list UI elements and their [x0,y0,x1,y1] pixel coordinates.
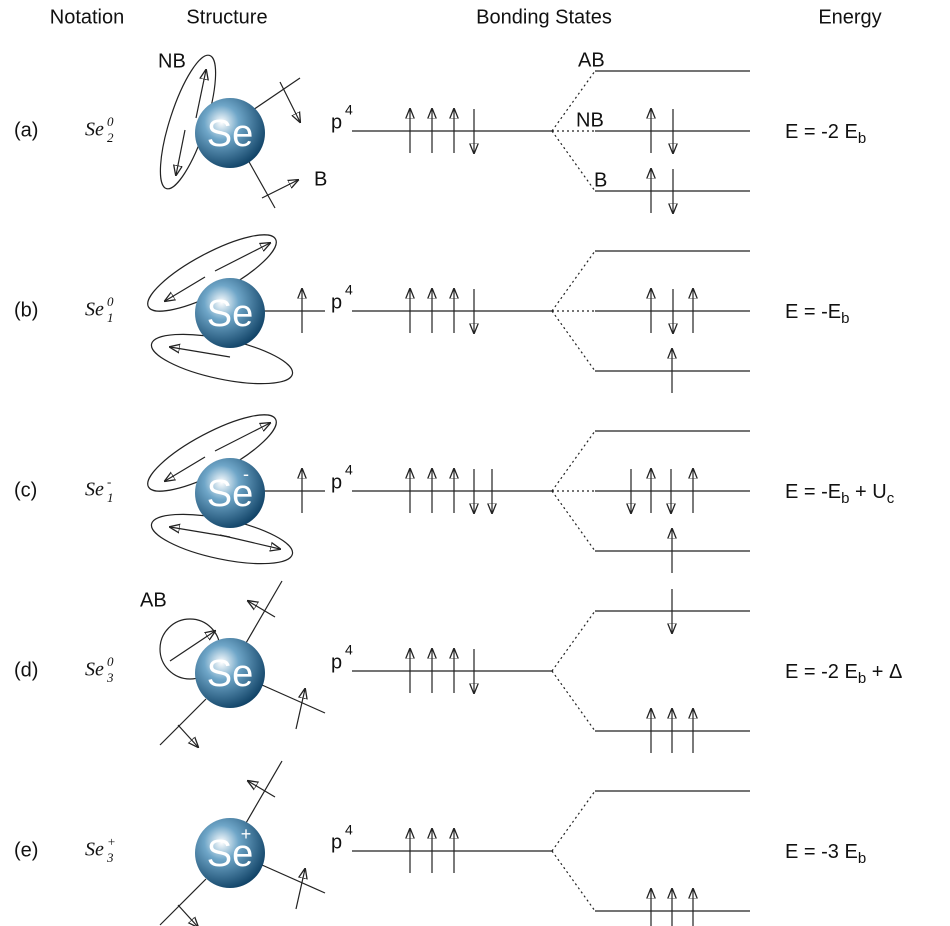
connector [552,251,595,311]
notation: Se [85,119,104,141]
energy-text: E = -E [785,481,841,503]
notation-sup: 0 [107,114,114,129]
connector [552,791,595,851]
notation-sup: 0 [107,654,114,669]
connector [552,431,595,491]
bond [262,865,325,893]
bond [160,699,206,745]
energy-subscript: b [841,310,849,327]
notation: Se [85,299,104,321]
energy: E = -2 Eb + Δ [785,661,902,687]
energy-subscript: c [887,490,895,507]
notation-sub: 2 [107,130,114,145]
structure-label: B [314,168,327,190]
row-label: (e) [14,839,38,861]
orbital-sup: 4 [345,462,353,478]
notation-sub: 3 [106,850,114,865]
orbital-sup: 4 [345,102,353,118]
bond [248,160,275,208]
structure-label: AB [140,589,167,611]
notation: Se [85,659,104,681]
arrow [215,423,270,451]
atom-charge: + [241,824,252,844]
arrow [178,905,198,926]
header: Bonding States [476,6,612,28]
connector [552,491,595,551]
connector [552,131,595,191]
row-label: (a) [14,119,38,141]
bond [160,879,206,925]
orbital: p [331,471,342,493]
arrow [248,781,275,797]
energy-text: E = -2 E [785,121,858,143]
orbital-sup: 4 [345,642,353,658]
arrow [178,725,198,747]
energy-text: + Δ [866,661,902,683]
connector [552,851,595,911]
header: Notation [50,6,125,28]
arrow [280,82,300,122]
level-label: B [594,169,607,191]
notation: Se [85,839,104,861]
energy-subscript: b [841,490,849,507]
arrow [296,689,305,729]
energy-text: E = -E [785,301,841,323]
row-label: (b) [14,299,38,321]
energy: E = -Eb + Uc [785,481,895,507]
energy-text: + U [849,481,886,503]
orbital: p [331,831,342,853]
notation-sub: 1 [107,490,114,505]
notation-sup: 0 [107,294,114,309]
connector [552,671,595,731]
level-label: AB [578,49,605,71]
bond [246,581,282,643]
bond [246,761,282,823]
structure-label: NB [158,50,186,72]
notation: Se [85,479,104,501]
arrow [248,601,275,617]
atom-label: Se [207,113,253,155]
orbital-sup: 4 [345,282,353,298]
arrow [220,535,280,549]
energy-text: E = -3 E [785,841,858,863]
energy: E = -3 Eb [785,841,866,867]
row-label: (c) [14,479,37,501]
arrow [176,130,185,175]
bond [262,685,325,713]
notation-sup: - [107,474,111,489]
arrow [262,180,298,198]
atom-charge: - [243,464,249,484]
level-label: NB [576,109,604,131]
atom-label: Se [207,293,253,335]
orbital-sup: 4 [345,822,353,838]
header: Energy [818,6,881,28]
energy-subscript: b [858,850,866,867]
energy-subscript: b [858,670,866,687]
energy-text: E = -2 E [785,661,858,683]
arrow [215,243,270,271]
connector [552,611,595,671]
notation-sup: + [107,834,116,849]
notation-sub: 3 [106,670,114,685]
row-label: (d) [14,659,38,681]
energy: E = -2 Eb [785,121,866,147]
diagram: Notation Structure Bonding States Energy… [0,0,950,926]
header: Structure [186,6,267,28]
energy: E = -Eb [785,301,849,327]
orbital: p [331,651,342,673]
orbital: p [331,111,342,133]
arrow [170,347,230,357]
connector [552,311,595,371]
orbital: p [331,291,342,313]
energy-subscript: b [858,130,866,147]
atom-label: Se [207,653,253,695]
notation-sub: 1 [107,310,114,325]
arrow [296,869,305,909]
